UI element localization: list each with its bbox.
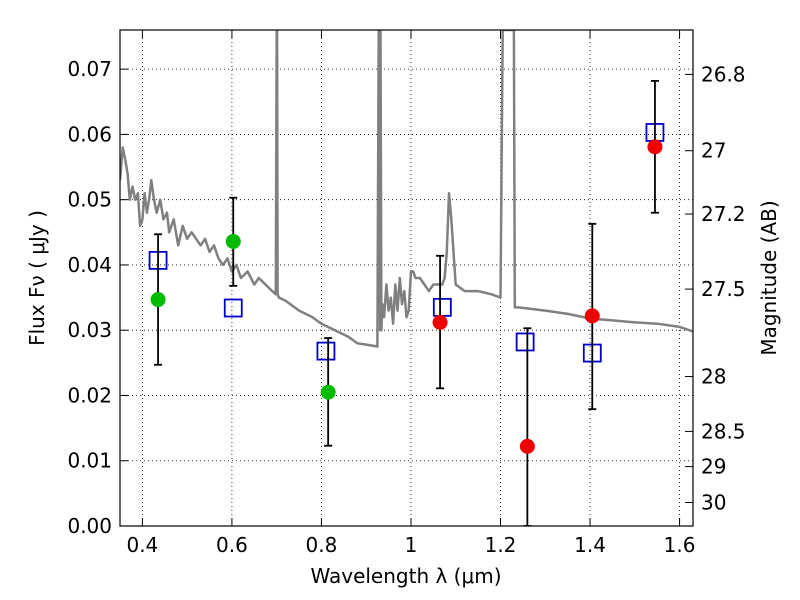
detection-point	[647, 139, 663, 155]
detection-point	[584, 308, 600, 324]
y-tick-label: 0.03	[67, 318, 112, 342]
detection-point	[150, 292, 166, 308]
x-tick-label: 1.4	[574, 533, 606, 557]
detection-point	[432, 314, 448, 330]
y-tick-label: 0.07	[67, 57, 112, 81]
x-tick-label: 1.6	[664, 533, 696, 557]
y-axis-title: Flux Fν ( μJy )	[25, 210, 49, 346]
model-point-square	[515, 332, 535, 352]
mag-tick-label: 30	[701, 491, 726, 515]
y-tick-label: 0.00	[67, 514, 112, 538]
plot-frame	[119, 29, 694, 527]
y2-axis-title: Magnitude (AB)	[757, 200, 781, 355]
mag-tick-label: 26.8	[701, 62, 746, 86]
x-axis-title: Wavelength λ (μm)	[310, 564, 501, 588]
mag-tick-label: 27	[701, 139, 726, 163]
plot-background	[120, 30, 693, 526]
detection-point	[519, 438, 535, 454]
mag-tick-label: 28.5	[701, 419, 746, 443]
x-tick-label: 0.8	[306, 533, 338, 557]
model-spectrum-line	[120, 30, 693, 348]
y-tick-label: 0.02	[67, 383, 112, 407]
y-tick-label: 0.06	[67, 122, 112, 146]
x-tick-label: 1	[405, 533, 418, 557]
mag-tick-label: 27.2	[701, 202, 746, 226]
axes: 0.4 0.6 0.8 1 1.2 1.4 1.6 0.00 0.01 0.02 0.03 0.04 0…	[67, 30, 746, 557]
x-tick-label: 0.4	[126, 533, 158, 557]
y-tick-label: 0.04	[67, 253, 112, 277]
y-tick-label: 0.01	[67, 449, 112, 473]
detection-point	[320, 384, 336, 400]
data-layer	[120, 30, 693, 526]
mag-tick-label: 27.5	[701, 277, 746, 301]
x-tick-label: 1.2	[485, 533, 517, 557]
model-point-square	[223, 298, 243, 318]
x-tick-label: 0.6	[216, 533, 248, 557]
y-tick-label: 0.05	[67, 188, 112, 212]
model-point-square	[316, 341, 336, 361]
mag-tick-label: 28	[701, 365, 726, 389]
mag-tick-label: 29	[701, 455, 726, 479]
detection-point	[225, 233, 241, 249]
